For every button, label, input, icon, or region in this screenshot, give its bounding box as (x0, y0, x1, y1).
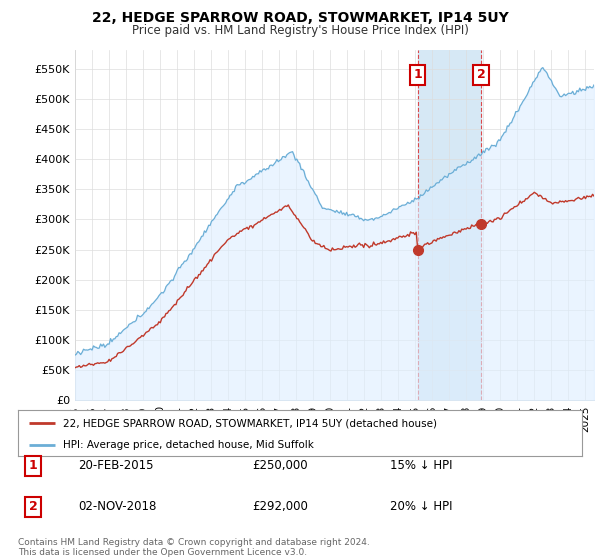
Text: 20-FEB-2015: 20-FEB-2015 (78, 459, 154, 473)
Bar (418, 50, 481, 400)
Text: 20% ↓ HPI: 20% ↓ HPI (390, 500, 452, 514)
Text: 02-NOV-2018: 02-NOV-2018 (78, 500, 157, 514)
Text: HPI: Average price, detached house, Mid Suffolk: HPI: Average price, detached house, Mid … (63, 440, 314, 450)
Text: 2: 2 (477, 68, 486, 81)
Text: Price paid vs. HM Land Registry's House Price Index (HPI): Price paid vs. HM Land Registry's House … (131, 24, 469, 36)
Text: £292,000: £292,000 (252, 500, 308, 514)
Text: 22, HEDGE SPARROW ROAD, STOWMARKET, IP14 5UY: 22, HEDGE SPARROW ROAD, STOWMARKET, IP14… (92, 11, 508, 25)
Text: Contains HM Land Registry data © Crown copyright and database right 2024.
This d: Contains HM Land Registry data © Crown c… (18, 538, 370, 557)
Text: 1: 1 (29, 459, 37, 473)
Text: 1: 1 (413, 68, 422, 81)
Text: 15% ↓ HPI: 15% ↓ HPI (390, 459, 452, 473)
Text: 2: 2 (29, 500, 37, 514)
Text: 22, HEDGE SPARROW ROAD, STOWMARKET, IP14 5UY (detached house): 22, HEDGE SPARROW ROAD, STOWMARKET, IP14… (63, 418, 437, 428)
Text: £250,000: £250,000 (252, 459, 308, 473)
